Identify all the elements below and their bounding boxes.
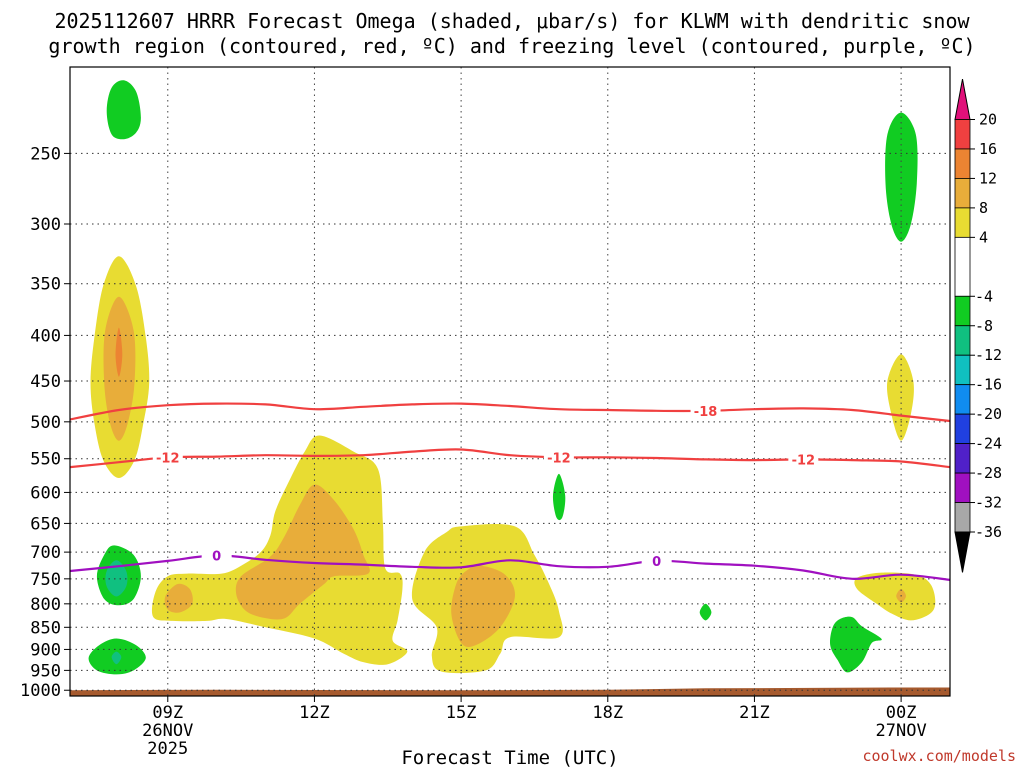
y-tick-label-300: 300 <box>30 215 61 235</box>
colorbar-tick-label--16: -16 <box>975 376 1002 394</box>
y-tick-label-650: 650 <box>30 514 61 534</box>
contour-lines: -18 -12 -12 -12 0 0 <box>70 402 950 581</box>
x-tick-label-15Z: 15Z <box>446 703 477 723</box>
plot-area: -18 -12 -12 -12 0 0 <box>70 67 950 696</box>
contour-dgz-minus18 <box>70 402 950 423</box>
colorbar-tick-label-4: 4 <box>979 228 988 246</box>
omega-region-yellow-bottom-right <box>854 572 936 621</box>
grid-lines <box>70 67 950 696</box>
colorbar-tick-label--36: -36 <box>975 523 1002 541</box>
contour-label-freezing-level-0-0: 0 <box>212 549 221 564</box>
x-axis-label: Forecast Time (UTC) <box>401 747 618 768</box>
colorbar-bin--8--4 <box>954 295 971 327</box>
y-tick-label-400: 400 <box>30 326 61 346</box>
colorbar-tick-label-12: 12 <box>979 169 997 187</box>
x-tick-label-21Z: 21Z <box>739 703 770 723</box>
y-tick-label-1000: 1000 <box>20 681 61 701</box>
y-tick-label-500: 500 <box>30 413 61 433</box>
colorbar-bin-top <box>954 78 971 120</box>
omega-region-teal-left-low <box>111 651 122 665</box>
omega-regions <box>88 80 936 675</box>
contour-label-dgz-minus18-0: -18 <box>694 405 718 420</box>
colorbar-tick-label-20: 20 <box>979 111 997 129</box>
colorbar-tick-label--24: -24 <box>975 435 1002 453</box>
omega-region-darkorange-left-upper <box>115 327 123 377</box>
contour-label-dgz-minus12-2: -12 <box>792 453 816 468</box>
colorbar-bin-8-12 <box>954 178 971 209</box>
colorbar-tick-label--8: -8 <box>975 317 993 335</box>
contour-label-dgz-minus12-1: -12 <box>547 451 571 466</box>
x-tick-label-09Z: 09Z <box>152 703 183 723</box>
contour-label-bg <box>201 547 232 564</box>
credit-text: coolwx.com/models <box>862 747 1016 765</box>
colorbar-tick-label-16: 16 <box>979 140 997 158</box>
omega-region-green-small-dot <box>699 603 712 621</box>
colorbar-tick-label--28: -28 <box>975 464 1002 482</box>
omega-region-green-bottom-right <box>829 616 882 673</box>
terrain-fill <box>70 687 950 696</box>
y-tick-label-350: 350 <box>30 275 61 295</box>
y-tick-label-900: 900 <box>30 640 61 660</box>
colorbar-bin--36--32 <box>954 502 971 533</box>
y-tick-label-800: 800 <box>30 595 61 615</box>
x-tick-label-18Z: 18Z <box>592 703 623 723</box>
colorbar-bin--28--24 <box>954 443 971 474</box>
contour-label-bg <box>788 451 819 468</box>
colorbar-tick-label--32: -32 <box>975 494 1002 512</box>
omega-region-green-top-left <box>106 80 141 140</box>
colorbar-bin-bottom <box>954 531 971 573</box>
chart-title-line1: 2025112607 HRRR Forecast Omega (shaded, … <box>54 9 970 33</box>
colorbar-bin-12-16 <box>954 148 971 179</box>
y-tick-label-600: 600 <box>30 483 61 503</box>
colorbar-tick-label--4: -4 <box>975 287 993 305</box>
y-tick-label-250: 250 <box>30 144 61 164</box>
omega-region-orange-mid-right <box>451 565 515 647</box>
y-tick-label-950: 950 <box>30 661 61 681</box>
colorbar-tick-label--20: -20 <box>975 405 1002 423</box>
y-tick-label-450: 450 <box>30 372 61 392</box>
x-tick-date-00Z: 27NOV <box>876 721 927 741</box>
colorbar-bin--20--16 <box>954 384 971 415</box>
colorbar: 20 16 12 8 4 -4 -8 -12 -16 -20 -24 -28 -32 -36 <box>954 78 1002 573</box>
x-tick-date-09Z: 26NOV <box>142 721 193 741</box>
terrain-layer <box>70 687 950 696</box>
colorbar-bin--32--28 <box>954 472 971 503</box>
colorbar-bin--24--20 <box>954 413 971 445</box>
x-tick-label-12Z: 12Z <box>299 703 330 723</box>
contour-label-bg <box>543 449 574 466</box>
y-tick-label-850: 850 <box>30 618 61 638</box>
y-axis-ticks: 2503003504004505005506006507007508008509… <box>20 144 70 701</box>
contour-label-bg <box>641 552 672 569</box>
contour-label-dgz-minus12-0: -12 <box>156 451 180 466</box>
colorbar-bin--16--12 <box>954 354 971 386</box>
y-tick-label-700: 700 <box>30 543 61 563</box>
omega-region-teal-left-mid <box>105 560 128 597</box>
y-tick-label-750: 750 <box>30 570 61 590</box>
colorbar-bin-4-8 <box>954 207 971 238</box>
chart-title-line2: growth region (contoured, red, ºC) and f… <box>48 34 975 58</box>
colorbar-bin--12--8 <box>954 325 971 356</box>
omega-region-yellow-top-right <box>886 354 914 441</box>
omega-region-green-mid-right <box>552 473 566 521</box>
x-tick-label-00Z: 00Z <box>886 703 917 723</box>
contour-label-freezing-level-0-1: 0 <box>652 555 661 570</box>
contour-label-bg <box>152 449 183 466</box>
colorbar-bin-16-20 <box>954 119 971 150</box>
contour-label-bg <box>690 402 721 419</box>
omega-region-orange-mid-left-b <box>235 484 370 620</box>
y-tick-label-550: 550 <box>30 450 61 470</box>
x-tick-year-09Z: 2025 <box>147 739 188 759</box>
colorbar-bin--4-4 <box>954 236 971 297</box>
colorbar-tick-label--12: -12 <box>975 346 1002 364</box>
colorbar-tick-label-8: 8 <box>979 199 988 217</box>
omega-region-orange-mid-left-a <box>164 583 193 613</box>
